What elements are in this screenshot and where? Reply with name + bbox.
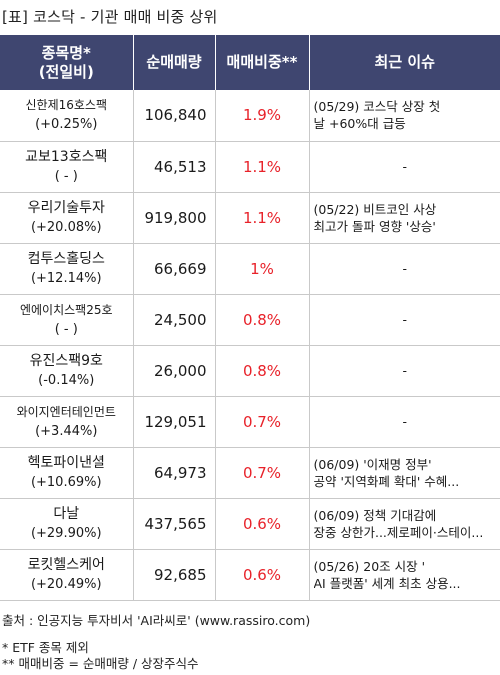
issue-line-1: -	[402, 363, 407, 378]
issue-line-1: (05/26) 20조 시장 '	[313, 558, 426, 574]
issue-line-1: (06/09) 정책 기대감에	[313, 507, 437, 523]
table-row: 교보13호스팩 ( - ) 46,513 1.1% -	[0, 141, 500, 193]
issue-line-1: -	[402, 414, 407, 429]
stock-name: 컴투스홀딩스	[27, 250, 105, 267]
table-row: 엔에이치스팩25호 ( - ) 24,500 0.8% -	[0, 294, 500, 346]
price-change: ( - )	[54, 168, 78, 184]
table-row: 와이지엔터테인먼트 (+3.44%) 129,051 0.7% -	[0, 396, 500, 448]
issue-line-2: AI 플랫폼' 세계 최초 상용...	[313, 575, 461, 591]
stock-name-cell: 컴투스홀딩스 (+12.14%)	[0, 243, 134, 295]
header-net-volume: 순매매량	[133, 35, 216, 90]
net-volume: 46,513	[133, 141, 216, 193]
stock-name: 헥토파이낸셜	[27, 454, 105, 471]
trade-ratio: 0.7%	[215, 396, 310, 448]
recent-issue: -	[309, 294, 500, 346]
stock-name: 교보13호스팩	[25, 148, 108, 165]
header-stock-name: 종목명* (전일비)	[0, 35, 134, 90]
trade-ratio: 1%	[215, 243, 310, 295]
net-volume: 129,051	[133, 396, 216, 448]
stock-name-cell: 다날 (+29.90%)	[0, 498, 134, 550]
net-volume: 437,565	[133, 498, 216, 550]
issue-line-1: -	[402, 312, 407, 327]
trade-ratio: 0.8%	[215, 294, 310, 346]
price-change: (+20.08%)	[30, 219, 102, 235]
stock-name-cell: 로킷헬스케어 (+20.49%)	[0, 549, 134, 601]
issue-line-1: -	[402, 159, 407, 174]
recent-issue: (05/26) 20조 시장 ' AI 플랫폼' 세계 최초 상용...	[309, 549, 500, 601]
price-change: (+3.44%)	[35, 423, 98, 439]
footnote-etf: * ETF 종목 제외	[2, 640, 89, 655]
table-row: 컴투스홀딩스 (+12.14%) 66,669 1% -	[0, 243, 500, 295]
stock-name: 신한제16호스팩	[25, 98, 107, 113]
issue-line-2: 날 +60%대 급등	[313, 116, 406, 132]
stock-name-cell: 와이지엔터테인먼트 (+3.44%)	[0, 396, 134, 448]
stock-name-cell: 신한제16호스팩 (+0.25%)	[0, 90, 134, 142]
stock-name-cell: 우리기술투자 (+20.08%)	[0, 192, 134, 244]
price-change: (+20.49%)	[30, 576, 102, 592]
page-title: [표] 코스닥 - 기관 매매 비중 상위	[2, 8, 218, 26]
recent-issue: -	[309, 243, 500, 295]
footnote-ratio: ** 매매비중 = 순매매량 / 상장주식수	[2, 656, 199, 671]
stock-name: 엔에이치스팩25호	[19, 302, 113, 317]
issue-line-2: 공약 '지역화폐 확대' 수혜...	[313, 473, 460, 489]
stock-name: 우리기술투자	[27, 199, 105, 216]
net-volume: 64,973	[133, 447, 216, 499]
stock-name: 유진스팩9호	[29, 352, 103, 369]
issue-line-1: -	[402, 261, 407, 276]
recent-issue: -	[309, 345, 500, 397]
issue-line-1: (06/09) '이재명 정부'	[313, 456, 432, 472]
table-row: 다날 (+29.90%) 437,565 0.6% (06/09) 정책 기대감에 장중 …	[0, 498, 500, 550]
stock-name-cell: 헥토파이낸셜 (+10.69%)	[0, 447, 134, 499]
institution-trading-table: 종목명* (전일비) 순매매량 매매비중** 최근 이슈 신한제16호스팩 (+0…	[0, 35, 500, 601]
recent-issue: (06/09) 정책 기대감에 장중 상한가...제로페이·스테이...	[309, 498, 500, 550]
source-note: 출처 : 인공지능 투자비서 'AI라씨로' (www.rassiro.com)	[2, 613, 311, 628]
table-header-row: 종목명* (전일비) 순매매량 매매비중** 최근 이슈	[0, 35, 500, 90]
price-change: (-0.14%)	[38, 372, 95, 388]
net-volume: 106,840	[133, 90, 216, 142]
price-change: (+0.25%)	[35, 117, 98, 133]
table-row: 유진스팩9호 (-0.14%) 26,000 0.8% -	[0, 345, 500, 397]
stock-name: 다날	[53, 505, 80, 522]
price-change: (+10.69%)	[30, 474, 102, 490]
table-row: 헥토파이낸셜 (+10.69%) 64,973 0.7% (06/09) '이재명 정부…	[0, 447, 500, 499]
trade-ratio: 0.8%	[215, 345, 310, 397]
issue-line-1: (05/29) 코스닥 상장 첫	[313, 99, 441, 115]
table-row: 우리기술투자 (+20.08%) 919,800 1.1% (05/22) 비트코인 사…	[0, 192, 500, 244]
net-volume: 26,000	[133, 345, 216, 397]
recent-issue: -	[309, 396, 500, 448]
recent-issue: (05/22) 비트코인 사상 최고가 돌파 영향 '상승'	[309, 192, 500, 244]
trade-ratio: 1.9%	[215, 90, 310, 142]
price-change: ( - )	[54, 321, 78, 337]
stock-name: 로킷헬스케어	[27, 556, 105, 573]
net-volume: 24,500	[133, 294, 216, 346]
issue-line-1: (05/22) 비트코인 사상	[313, 201, 437, 217]
issue-line-2: 최고가 돌파 영향 '상승'	[313, 218, 436, 234]
stock-name: 와이지엔터테인먼트	[16, 404, 116, 419]
stock-name-cell: 교보13호스팩 ( - )	[0, 141, 134, 193]
trade-ratio: 1.1%	[215, 141, 310, 193]
trade-ratio: 0.6%	[215, 498, 310, 550]
recent-issue: (06/09) '이재명 정부' 공약 '지역화폐 확대' 수혜...	[309, 447, 500, 499]
trade-ratio: 0.7%	[215, 447, 310, 499]
price-change: (+29.90%)	[30, 525, 102, 541]
net-volume: 92,685	[133, 549, 216, 601]
table-row: 로킷헬스케어 (+20.49%) 92,685 0.6% (05/26) 20조 시장 …	[0, 549, 500, 601]
net-volume: 919,800	[133, 192, 216, 244]
trade-ratio: 1.1%	[215, 192, 310, 244]
table-row: 신한제16호스팩 (+0.25%) 106,840 1.9% (05/29) 코스닥 상…	[0, 90, 500, 142]
recent-issue: -	[309, 141, 500, 193]
issue-line-2: 장중 상한가...제로페이·스테이...	[313, 524, 484, 540]
price-change: (+12.14%)	[30, 270, 102, 286]
trade-ratio: 0.6%	[215, 549, 310, 601]
stock-name-cell: 유진스팩9호 (-0.14%)	[0, 345, 134, 397]
header-recent-issue: 최근 이슈	[309, 35, 500, 90]
header-trade-ratio: 매매비중**	[215, 35, 310, 90]
stock-name-cell: 엔에이치스팩25호 ( - )	[0, 294, 134, 346]
net-volume: 66,669	[133, 243, 216, 295]
